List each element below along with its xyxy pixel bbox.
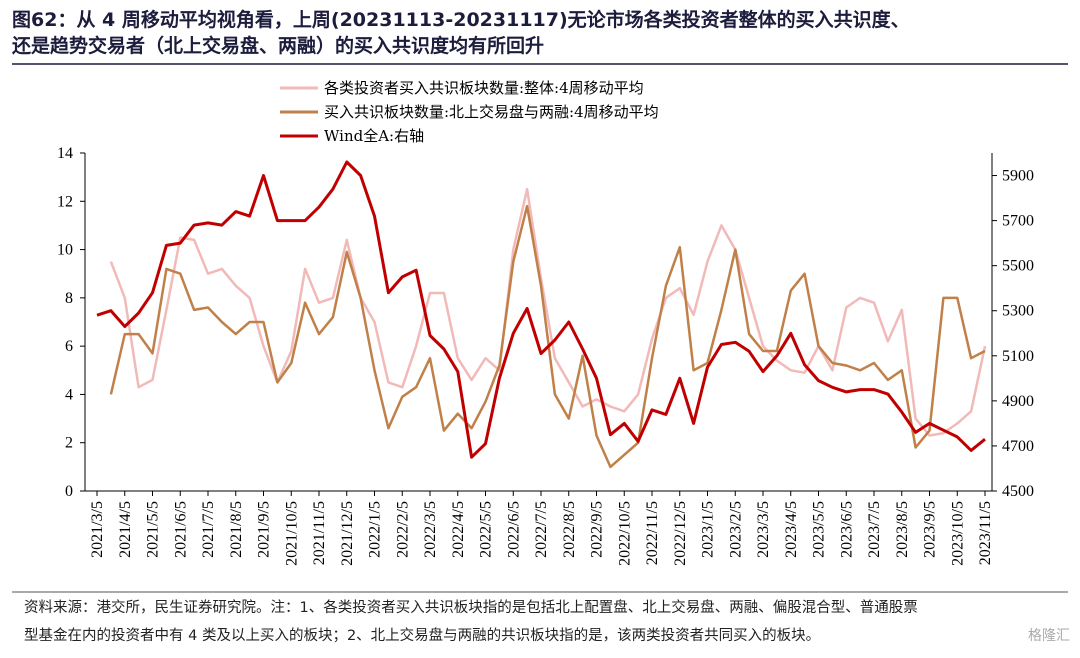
x-tick-label: 2022/6/5 (505, 501, 522, 558)
legend-label: 各类投资者买入共识板块数量:整体:4周移动平均 (324, 79, 644, 97)
x-tick-label: 2021/12/5 (339, 501, 356, 566)
source: 型基金在内的投资者中有 4 类及以上买入的板块；2、北上交易盘与两融的共识板块指… (24, 626, 820, 644)
chart-title: 图62：从 4 周移动平均视角看，上周(20231113-20231117)无论… (12, 8, 910, 31)
x-tick-label: 2022/4/5 (450, 501, 467, 558)
y2-tick-label: 5700 (1002, 213, 1034, 230)
series-line (109, 187, 987, 437)
y-tick-label: 6 (65, 338, 73, 355)
x-tick-label: 2023/10/5 (949, 501, 966, 566)
y-tick-label: 10 (57, 242, 73, 259)
y2-tick-label: 5300 (1002, 303, 1034, 320)
watermark: 格隆汇 (1028, 628, 1070, 644)
x-tick-label: 2022/2/5 (394, 501, 411, 558)
x-tick-label: 2023/5/5 (811, 501, 828, 558)
x-tick-label: 2023/1/5 (700, 501, 717, 558)
x-tick-label: 2022/8/5 (561, 501, 578, 558)
x-tick-label: 2022/7/5 (533, 501, 550, 558)
legend-label: Wind全A:右轴 (324, 127, 424, 145)
y-tick-label: 2 (65, 435, 73, 452)
x-tick-label: 2021/4/5 (117, 501, 134, 558)
x-tick-label: 2023/11/5 (977, 501, 994, 565)
x-tick-label: 2023/7/5 (866, 501, 883, 558)
x-tick-label: 2023/9/5 (922, 501, 939, 558)
x-tick-label: 2021/7/5 (200, 501, 217, 558)
y-tick-label: 4 (65, 386, 73, 403)
y-tick-label: 8 (65, 290, 73, 307)
source: 资料来源：港交所，民生证券研究院。注：1、各类投资者买入共识板块指的是包括北上配… (24, 598, 918, 616)
x-tick-label: 2022/1/5 (367, 501, 384, 558)
x-tick-label: 2023/8/5 (894, 501, 911, 558)
x-tick-label: 2021/3/5 (89, 501, 106, 558)
y-tick-label: 0 (65, 483, 73, 500)
x-tick-label: 2022/11/5 (644, 501, 661, 565)
x-tick-label: 2022/5/5 (478, 501, 495, 558)
x-tick-label: 2021/6/5 (172, 501, 189, 558)
x-tick-label: 2023/2/5 (727, 501, 744, 558)
x-tick-label: 2021/10/5 (283, 501, 300, 566)
y2-tick-label: 4500 (1002, 483, 1034, 500)
x-tick-label: 2021/11/5 (311, 501, 328, 565)
x-tick-label: 2023/3/5 (755, 501, 772, 558)
chart-title: 还是趋势交易者（北上交易盘、两融）的买入共识度均有所回升 (11, 34, 544, 57)
x-tick-label: 2021/9/5 (256, 501, 273, 558)
y2-tick-label: 4700 (1002, 438, 1034, 455)
y2-tick-label: 4900 (1002, 393, 1034, 410)
y2-tick-label: 5500 (1002, 258, 1034, 275)
x-tick-label: 2022/3/5 (422, 501, 439, 558)
y-tick-label: 14 (57, 145, 73, 162)
y2-tick-label: 5100 (1002, 348, 1034, 365)
legend-label: 买入共识板块数量:北上交易盘与两融:4周移动平均 (324, 103, 659, 121)
x-tick-label: 2022/12/5 (672, 501, 689, 566)
y-tick-label: 12 (57, 193, 73, 210)
x-tick-label: 2023/6/5 (838, 501, 855, 558)
x-tick-label: 2022/10/5 (616, 501, 633, 566)
x-tick-label: 2021/5/5 (145, 501, 162, 558)
series-line (96, 160, 986, 459)
x-tick-label: 2021/8/5 (228, 501, 245, 558)
y2-tick-label: 5900 (1002, 168, 1034, 185)
x-tick-label: 2023/4/5 (783, 501, 800, 558)
x-tick-label: 2022/9/5 (589, 501, 606, 558)
series-line (109, 204, 986, 469)
